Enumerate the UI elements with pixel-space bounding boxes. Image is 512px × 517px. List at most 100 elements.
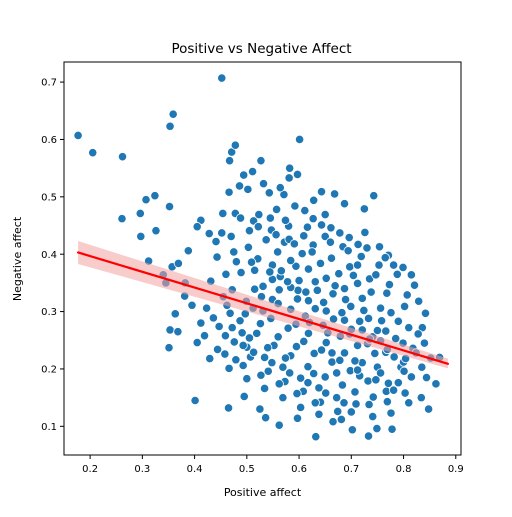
data-point [168, 109, 178, 119]
data-point [301, 287, 311, 297]
data-point [282, 277, 293, 287]
data-point [247, 166, 258, 177]
data-point [220, 331, 231, 341]
data-point [208, 313, 218, 323]
x-tick-label: 0.9 [448, 464, 464, 475]
data-point [357, 293, 367, 303]
data-point [315, 258, 326, 268]
data-point [393, 378, 403, 388]
data-point [332, 393, 342, 403]
data-point [320, 372, 330, 382]
data-point [302, 222, 313, 232]
data-point [217, 73, 227, 83]
data-point [291, 261, 301, 271]
data-point [224, 363, 234, 373]
data-point [231, 257, 241, 267]
data-point [314, 409, 324, 419]
plot-area [73, 73, 450, 442]
data-point [309, 195, 319, 205]
data-point [212, 252, 222, 262]
data-point [406, 372, 416, 382]
data-point [382, 397, 392, 407]
data-point [334, 269, 344, 279]
data-point [399, 366, 409, 376]
x-axis-label: Positive affect [224, 486, 302, 499]
data-point [369, 191, 379, 201]
data-point [243, 242, 253, 252]
data-point [419, 338, 430, 348]
data-point [173, 258, 183, 268]
data-point [235, 213, 246, 223]
data-point [402, 290, 412, 300]
data-point [238, 340, 248, 351]
data-point [280, 215, 291, 225]
data-point [351, 399, 361, 409]
data-point [296, 373, 306, 383]
data-point [308, 214, 318, 224]
data-point [348, 270, 358, 281]
x-tick-label: 0.2 [82, 464, 98, 475]
data-point [368, 411, 378, 422]
data-point [204, 228, 214, 239]
data-point [244, 226, 255, 236]
y-tick-label: 0.7 [41, 78, 57, 89]
data-point [242, 374, 252, 384]
data-point [274, 420, 284, 430]
data-point [352, 260, 363, 270]
data-point [359, 204, 369, 214]
data-point [214, 321, 224, 332]
data-point [292, 413, 303, 423]
data-point [375, 368, 386, 378]
data-point [150, 191, 160, 201]
data-point [274, 379, 284, 389]
data-point [339, 199, 350, 209]
data-point [258, 179, 269, 189]
data-point [344, 232, 354, 243]
data-point [319, 297, 329, 307]
data-point [263, 343, 273, 353]
data-point [88, 148, 98, 158]
data-point [253, 222, 263, 232]
data-point [307, 247, 317, 257]
data-point [255, 319, 266, 329]
data-point [346, 301, 356, 312]
data-point [256, 370, 266, 380]
data-point [256, 156, 266, 166]
data-point [310, 277, 320, 287]
data-point [259, 383, 270, 394]
data-point [165, 325, 175, 335]
data-point [366, 287, 376, 297]
data-point [243, 184, 253, 194]
data-point [300, 205, 310, 216]
data-point [382, 288, 392, 298]
data-point [346, 407, 356, 417]
data-point [276, 266, 286, 276]
data-point [327, 348, 337, 358]
data-point [289, 239, 299, 249]
data-point [431, 379, 441, 389]
data-point [231, 355, 241, 365]
data-point [335, 355, 345, 365]
data-point [291, 341, 302, 352]
data-point [328, 289, 338, 299]
data-point [363, 431, 374, 441]
data-point [284, 173, 294, 183]
data-point [321, 306, 331, 316]
data-point [292, 389, 302, 399]
regression-line [76, 251, 450, 365]
data-point [417, 362, 427, 372]
data-point [187, 300, 197, 310]
data-point [352, 365, 363, 375]
data-point [265, 213, 275, 223]
data-point [271, 230, 281, 240]
data-point [339, 284, 350, 294]
data-point [164, 343, 174, 353]
data-point [363, 313, 374, 324]
data-point [273, 247, 283, 257]
data-point [303, 264, 314, 274]
y-axis: 0.1 0.2 0.3 0.4 0.5 0.6 0.7 [41, 78, 64, 433]
data-point [345, 262, 355, 272]
data-point [350, 356, 360, 366]
data-point [286, 255, 296, 266]
